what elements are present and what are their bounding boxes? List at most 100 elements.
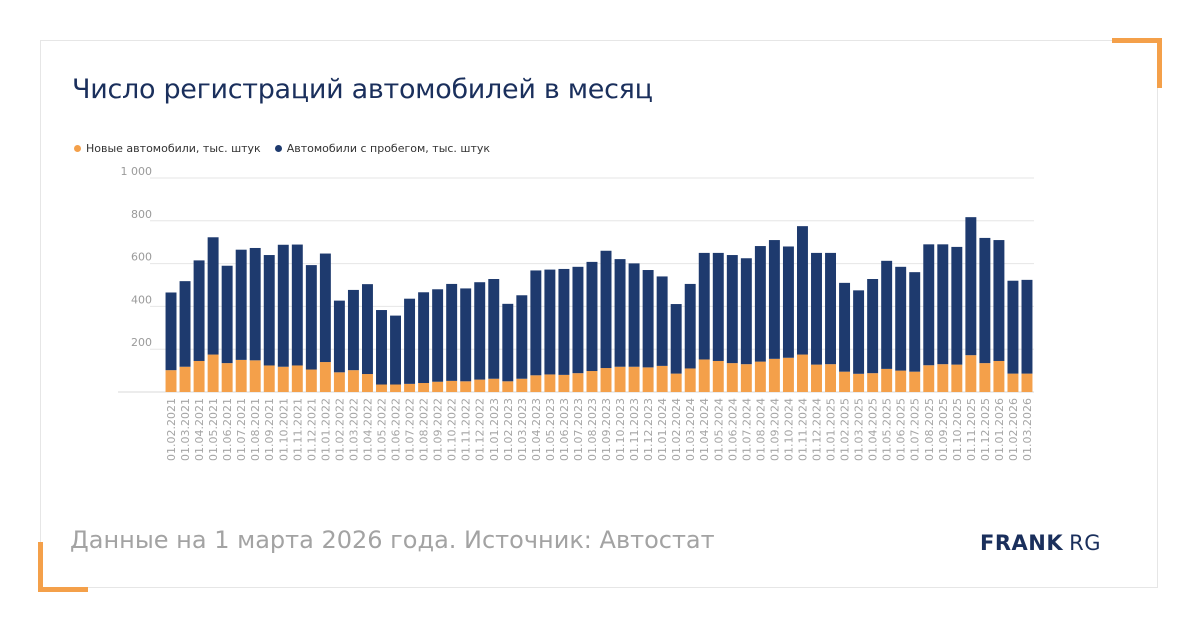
- bar-new-cars: [376, 384, 387, 392]
- bar-used-cars: [502, 303, 514, 382]
- brand-logo-light: RG: [1069, 531, 1101, 555]
- bar-used-cars: [726, 255, 738, 364]
- x-tick-label: 01.04.2022: [361, 398, 374, 461]
- bar-used-cars: [754, 246, 766, 362]
- x-tick-label: 01.10.2023: [614, 398, 627, 461]
- y-tick-label: 800: [131, 208, 152, 221]
- bar-used-cars: [432, 289, 444, 382]
- bar-used-cars: [825, 252, 837, 365]
- bar-used-cars: [923, 244, 935, 366]
- x-tick-label: 01.10.2025: [951, 398, 964, 461]
- bar-new-cars: [656, 365, 668, 392]
- bar-new-cars: [740, 364, 752, 392]
- bar-used-cars: [376, 310, 387, 385]
- x-tick-label: 01.09.2021: [263, 398, 276, 461]
- bar-new-cars: [796, 354, 808, 392]
- bar-new-cars: [319, 362, 331, 392]
- bar-new-cars: [488, 378, 500, 392]
- corner-accent-bottom-left: [38, 542, 43, 592]
- bar-new-cars: [544, 374, 556, 392]
- bar-used-cars: [881, 260, 893, 369]
- legend-label-new-cars: Новые автомобили, тыс. штук: [86, 142, 261, 155]
- legend-item-used-cars: Автомобили с пробегом, тыс. штук: [274, 142, 491, 155]
- y-tick-label: 400: [131, 293, 152, 306]
- x-tick-label: 01.03.2021: [179, 398, 192, 461]
- corner-accent-top-right: [1112, 38, 1162, 43]
- bar-new-cars: [333, 372, 345, 392]
- bar-new-cars: [951, 364, 963, 392]
- x-tick-label: 01.07.2021: [235, 398, 248, 461]
- x-tick-label: 01.05.2024: [712, 398, 725, 461]
- x-tick-label: 01.06.2025: [895, 398, 908, 461]
- bar-used-cars: [951, 246, 963, 365]
- x-tick-label: 01.05.2025: [881, 398, 894, 461]
- x-tick-label: 01.01.2026: [993, 398, 1006, 461]
- bar-used-cars: [488, 279, 500, 379]
- bar-new-cars: [937, 364, 949, 392]
- x-tick-label: 01.10.2022: [446, 398, 459, 461]
- bar-used-cars: [319, 253, 331, 363]
- chart-legend: Новые автомобили, тыс. штук Автомобили с…: [74, 142, 490, 155]
- x-tick-label: 01.04.2021: [193, 398, 206, 461]
- bar-new-cars: [909, 371, 921, 392]
- bar-used-cars: [642, 270, 654, 368]
- bar-used-cars: [782, 246, 794, 358]
- bar-new-cars: [853, 373, 865, 392]
- bar-used-cars: [628, 263, 640, 367]
- bar-new-cars: [572, 373, 584, 392]
- bar-used-cars: [796, 226, 808, 355]
- bar-new-cars: [628, 366, 640, 392]
- bar-used-cars: [165, 292, 177, 371]
- bar-used-cars: [404, 298, 416, 384]
- chart-title: Число регистраций автомобилей в месяц: [72, 74, 653, 105]
- bar-new-cars: [179, 366, 191, 392]
- bar-used-cars: [1007, 280, 1019, 374]
- bar-new-cars: [1007, 373, 1019, 392]
- bar-used-cars: [614, 259, 626, 367]
- x-tick-label: 01.02.2021: [165, 398, 178, 461]
- x-tick-label: 01.09.2022: [432, 398, 445, 461]
- x-tick-label: 01.04.2023: [530, 398, 543, 461]
- bar-used-cars: [347, 289, 359, 371]
- bar-used-cars: [249, 247, 261, 361]
- bar-new-cars: [263, 365, 275, 392]
- x-tick-label: 01.02.2024: [670, 398, 683, 461]
- x-tick-label: 01.02.2023: [502, 398, 515, 461]
- x-tick-label: 01.10.2021: [277, 398, 290, 461]
- bar-new-cars: [825, 364, 837, 392]
- bar-used-cars: [418, 292, 430, 384]
- bar-new-cars: [558, 374, 570, 392]
- x-tick-label: 01.05.2022: [376, 398, 389, 461]
- x-tick-label: 01.11.2024: [796, 398, 809, 461]
- bar-new-cars: [404, 383, 416, 392]
- x-tick-label: 01.06.2022: [390, 398, 403, 461]
- bar-new-cars: [207, 354, 219, 392]
- x-tick-label: 01.05.2023: [544, 398, 557, 461]
- bar-used-cars: [600, 250, 612, 369]
- bar-new-cars: [614, 366, 626, 392]
- x-tick-label: 01.08.2025: [923, 398, 936, 461]
- bar-new-cars: [291, 365, 303, 392]
- bar-new-cars: [881, 368, 893, 392]
- bar-used-cars: [446, 283, 458, 381]
- bar-used-cars: [965, 217, 977, 356]
- x-tick-label: 01.07.2023: [572, 398, 585, 461]
- bar-used-cars: [586, 261, 598, 372]
- brand-logo: FRANK RG: [980, 531, 1101, 555]
- x-tick-label: 01.06.2021: [221, 398, 234, 461]
- x-tick-label: 01.03.2026: [1021, 398, 1034, 461]
- bar-used-cars: [979, 237, 991, 364]
- bar-new-cars: [305, 369, 317, 392]
- source-note: Данные на 1 марта 2026 года. Источник: А…: [70, 526, 715, 554]
- bar-new-cars: [867, 373, 879, 392]
- bar-used-cars: [572, 266, 584, 374]
- y-tick-label: 200: [131, 336, 152, 349]
- bar-new-cars: [516, 378, 528, 392]
- bar-used-cars: [811, 252, 822, 365]
- bar-new-cars: [277, 366, 289, 392]
- bar-used-cars: [558, 268, 570, 375]
- legend-label-used-cars: Автомобили с пробегом, тыс. штук: [286, 142, 491, 155]
- corner-accent-top-right-vertical: [1157, 38, 1162, 88]
- bar-new-cars: [698, 359, 710, 392]
- bar-used-cars: [193, 260, 205, 361]
